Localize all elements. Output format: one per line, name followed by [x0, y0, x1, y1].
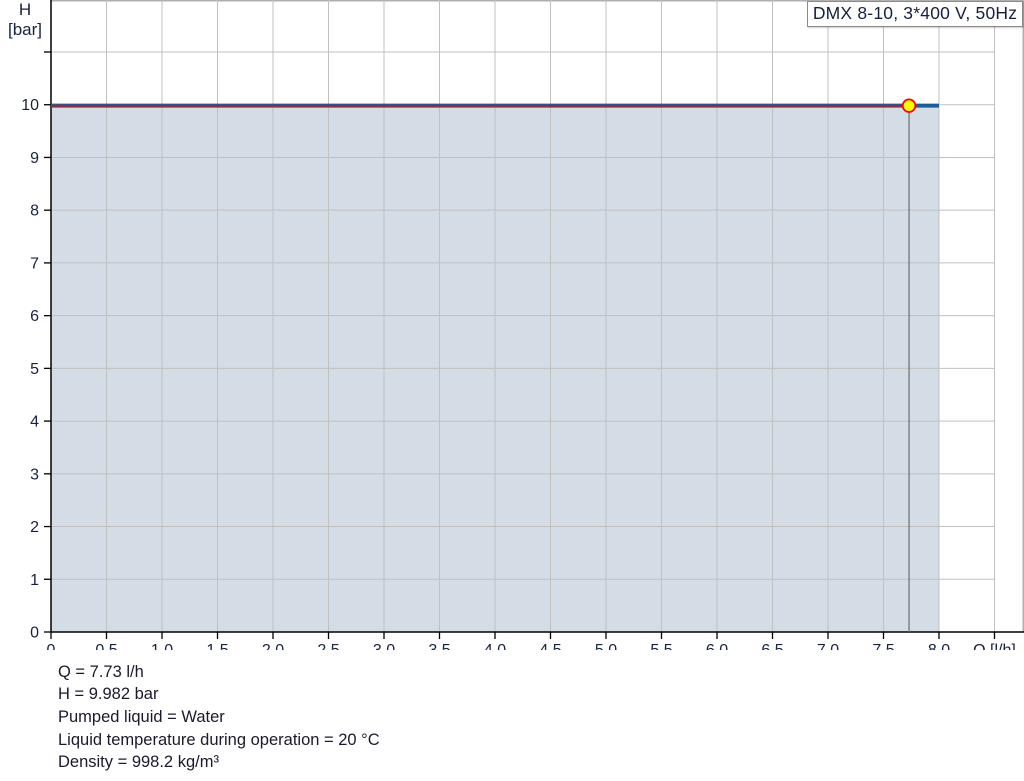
svg-text:0: 0 [30, 625, 39, 642]
svg-text:7.0: 7.0 [817, 642, 839, 650]
svg-text:6.5: 6.5 [761, 642, 783, 650]
svg-text:0.5: 0.5 [95, 642, 117, 650]
svg-text:6.0: 6.0 [706, 642, 728, 650]
svg-text:7: 7 [30, 255, 39, 272]
svg-text:1.0: 1.0 [151, 642, 173, 650]
svg-text:Q [l/h]: Q [l/h] [973, 642, 1016, 650]
svg-text:[bar]: [bar] [8, 20, 42, 39]
svg-text:6: 6 [30, 308, 39, 325]
svg-text:1.5: 1.5 [206, 642, 228, 650]
svg-text:4.5: 4.5 [539, 642, 561, 650]
svg-text:3.5: 3.5 [428, 642, 450, 650]
svg-text:7.5: 7.5 [872, 642, 894, 650]
svg-text:2: 2 [30, 519, 39, 536]
svg-text:4: 4 [30, 414, 39, 431]
svg-text:1: 1 [30, 572, 39, 589]
svg-text:0: 0 [47, 642, 56, 650]
svg-text:2.5: 2.5 [317, 642, 339, 650]
svg-text:5.5: 5.5 [650, 642, 672, 650]
svg-text:4.0: 4.0 [484, 642, 506, 650]
svg-text:5: 5 [30, 361, 39, 378]
svg-text:10: 10 [21, 97, 39, 114]
svg-text:5.0: 5.0 [595, 642, 617, 650]
svg-text:2.0: 2.0 [262, 642, 284, 650]
svg-text:8.0: 8.0 [928, 642, 950, 650]
svg-text:8: 8 [30, 203, 39, 220]
svg-text:9: 9 [30, 150, 39, 167]
svg-text:H: H [19, 0, 31, 19]
svg-text:3.0: 3.0 [373, 642, 395, 650]
svg-text:3: 3 [30, 466, 39, 483]
